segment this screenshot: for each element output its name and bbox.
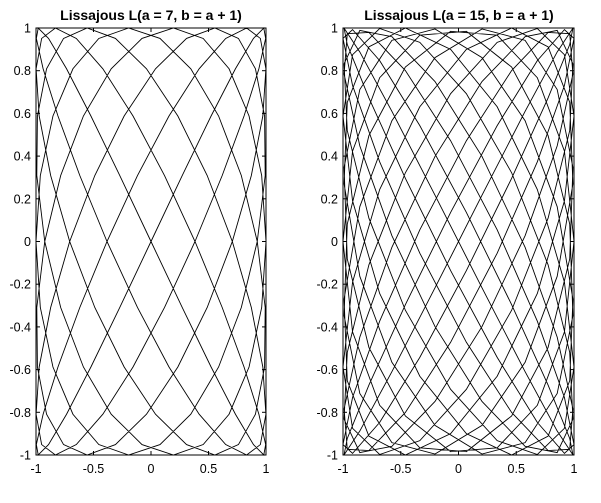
- right-plot: Lissajous L(a = 15, b = a + 1) -1 -0.5 0 0.…: [316, 7, 577, 476]
- lissajous-curve: [342, 27, 575, 456]
- x-tick-label: -0.5: [83, 462, 105, 476]
- x-tick-label: 1: [571, 462, 578, 476]
- right-plot-title: Lissajous L(a = 15, b = a + 1): [364, 7, 553, 23]
- y-tick-label: 0.4: [321, 150, 338, 164]
- y-tick-label: -0.8: [316, 406, 338, 420]
- x-tick-label: -0.5: [390, 462, 412, 476]
- y-tick-label: 0.2: [321, 192, 338, 206]
- y-tick-label: 0.6: [14, 107, 31, 121]
- y-tick-label: -1: [20, 449, 31, 463]
- x-tick-label: 0: [148, 462, 155, 476]
- x-tick-label: -1: [337, 462, 348, 476]
- y-tick-label: 0: [24, 235, 31, 249]
- y-tick-label: -0.2: [316, 278, 338, 292]
- y-tick-label: 0.6: [321, 107, 338, 121]
- x-tick-label: 1: [263, 462, 270, 476]
- y-tick-label: -1: [327, 449, 338, 463]
- y-tick-label: 0.8: [14, 64, 31, 78]
- y-tick-label: -0.4: [316, 320, 338, 334]
- left-ticks-layer: -1 -0.5 0 0.5 1 1 0.8 0.6 0.4 0.2 0 -0.2 -0.4 -0.6 -0.…: [9, 22, 269, 477]
- right-ticks-layer: -1 -0.5 0 0.5 1 1 0.8 0.6 0.4 0.2 0 -0.2 -0.4 -0.6 -0.…: [316, 22, 577, 477]
- y-tick-label: -0.4: [9, 320, 31, 334]
- y-tick-label: 1: [24, 22, 31, 36]
- lissajous-curve: [35, 27, 267, 456]
- y-tick-label: 1: [331, 22, 338, 36]
- y-tick-label: 0.2: [14, 192, 31, 206]
- x-tick-label: 0.5: [508, 462, 525, 476]
- left-plot: Lissajous L(a = 7, b = a + 1) -1 -0.5 0 0.5…: [9, 7, 269, 476]
- y-tick-label: 0: [331, 235, 338, 249]
- x-tick-label: 0.5: [200, 462, 217, 476]
- x-tick-label: -1: [30, 462, 41, 476]
- right-curve-layer: [342, 27, 575, 456]
- left-plot-title: Lissajous L(a = 7, b = a + 1): [60, 7, 242, 23]
- y-tick-label: 0.8: [321, 64, 338, 78]
- y-tick-label: -0.6: [316, 363, 338, 377]
- left-curve-layer: [35, 27, 267, 456]
- x-tick-label: 0: [455, 462, 462, 476]
- y-tick-label: -0.6: [9, 363, 31, 377]
- y-tick-label: -0.8: [9, 406, 31, 420]
- y-tick-label: 0.4: [14, 150, 31, 164]
- y-tick-label: -0.2: [9, 278, 31, 292]
